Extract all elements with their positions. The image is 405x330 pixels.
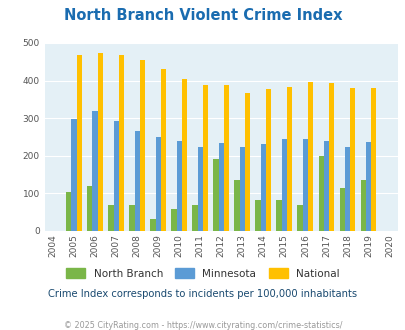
Bar	[223, 85, 228, 231]
Bar	[349, 88, 354, 231]
Text: Crime Index corresponds to incidents per 100,000 inhabitants: Crime Index corresponds to incidents per…	[48, 289, 357, 299]
Bar	[71, 119, 77, 231]
Bar	[66, 192, 71, 231]
Text: North Branch Violent Crime Index: North Branch Violent Crime Index	[64, 8, 341, 23]
Text: © 2025 CityRating.com - https://www.cityrating.com/crime-statistics/: © 2025 CityRating.com - https://www.city…	[64, 321, 341, 330]
Bar	[344, 147, 349, 231]
Bar	[234, 180, 239, 231]
Bar	[160, 69, 166, 231]
Bar	[92, 111, 98, 231]
Bar	[181, 79, 187, 231]
Bar	[328, 83, 333, 231]
Bar	[318, 156, 323, 231]
Bar	[307, 82, 313, 231]
Bar	[176, 142, 181, 231]
Bar	[139, 60, 145, 231]
Bar	[171, 209, 176, 231]
Bar	[202, 85, 208, 231]
Bar	[197, 147, 202, 231]
Bar	[218, 143, 223, 231]
Bar	[87, 186, 92, 231]
Bar	[150, 218, 155, 231]
Bar	[108, 205, 113, 231]
Bar	[297, 205, 302, 231]
Bar	[98, 53, 103, 231]
Bar	[77, 54, 82, 231]
Bar	[155, 137, 160, 231]
Bar	[360, 180, 365, 231]
Bar	[365, 142, 370, 231]
Bar	[213, 159, 218, 231]
Legend: North Branch, Minnesota, National: North Branch, Minnesota, National	[62, 264, 343, 283]
Bar	[281, 139, 286, 231]
Bar	[255, 200, 260, 231]
Bar	[323, 141, 328, 231]
Bar	[113, 121, 119, 231]
Bar	[339, 188, 344, 231]
Bar	[239, 147, 244, 231]
Bar	[119, 55, 124, 231]
Bar	[370, 88, 375, 231]
Bar	[302, 139, 307, 231]
Bar	[134, 131, 139, 231]
Bar	[265, 89, 271, 231]
Bar	[260, 144, 265, 231]
Bar	[244, 92, 249, 231]
Bar	[192, 205, 197, 231]
Bar	[276, 200, 281, 231]
Bar	[129, 205, 134, 231]
Bar	[286, 87, 292, 231]
